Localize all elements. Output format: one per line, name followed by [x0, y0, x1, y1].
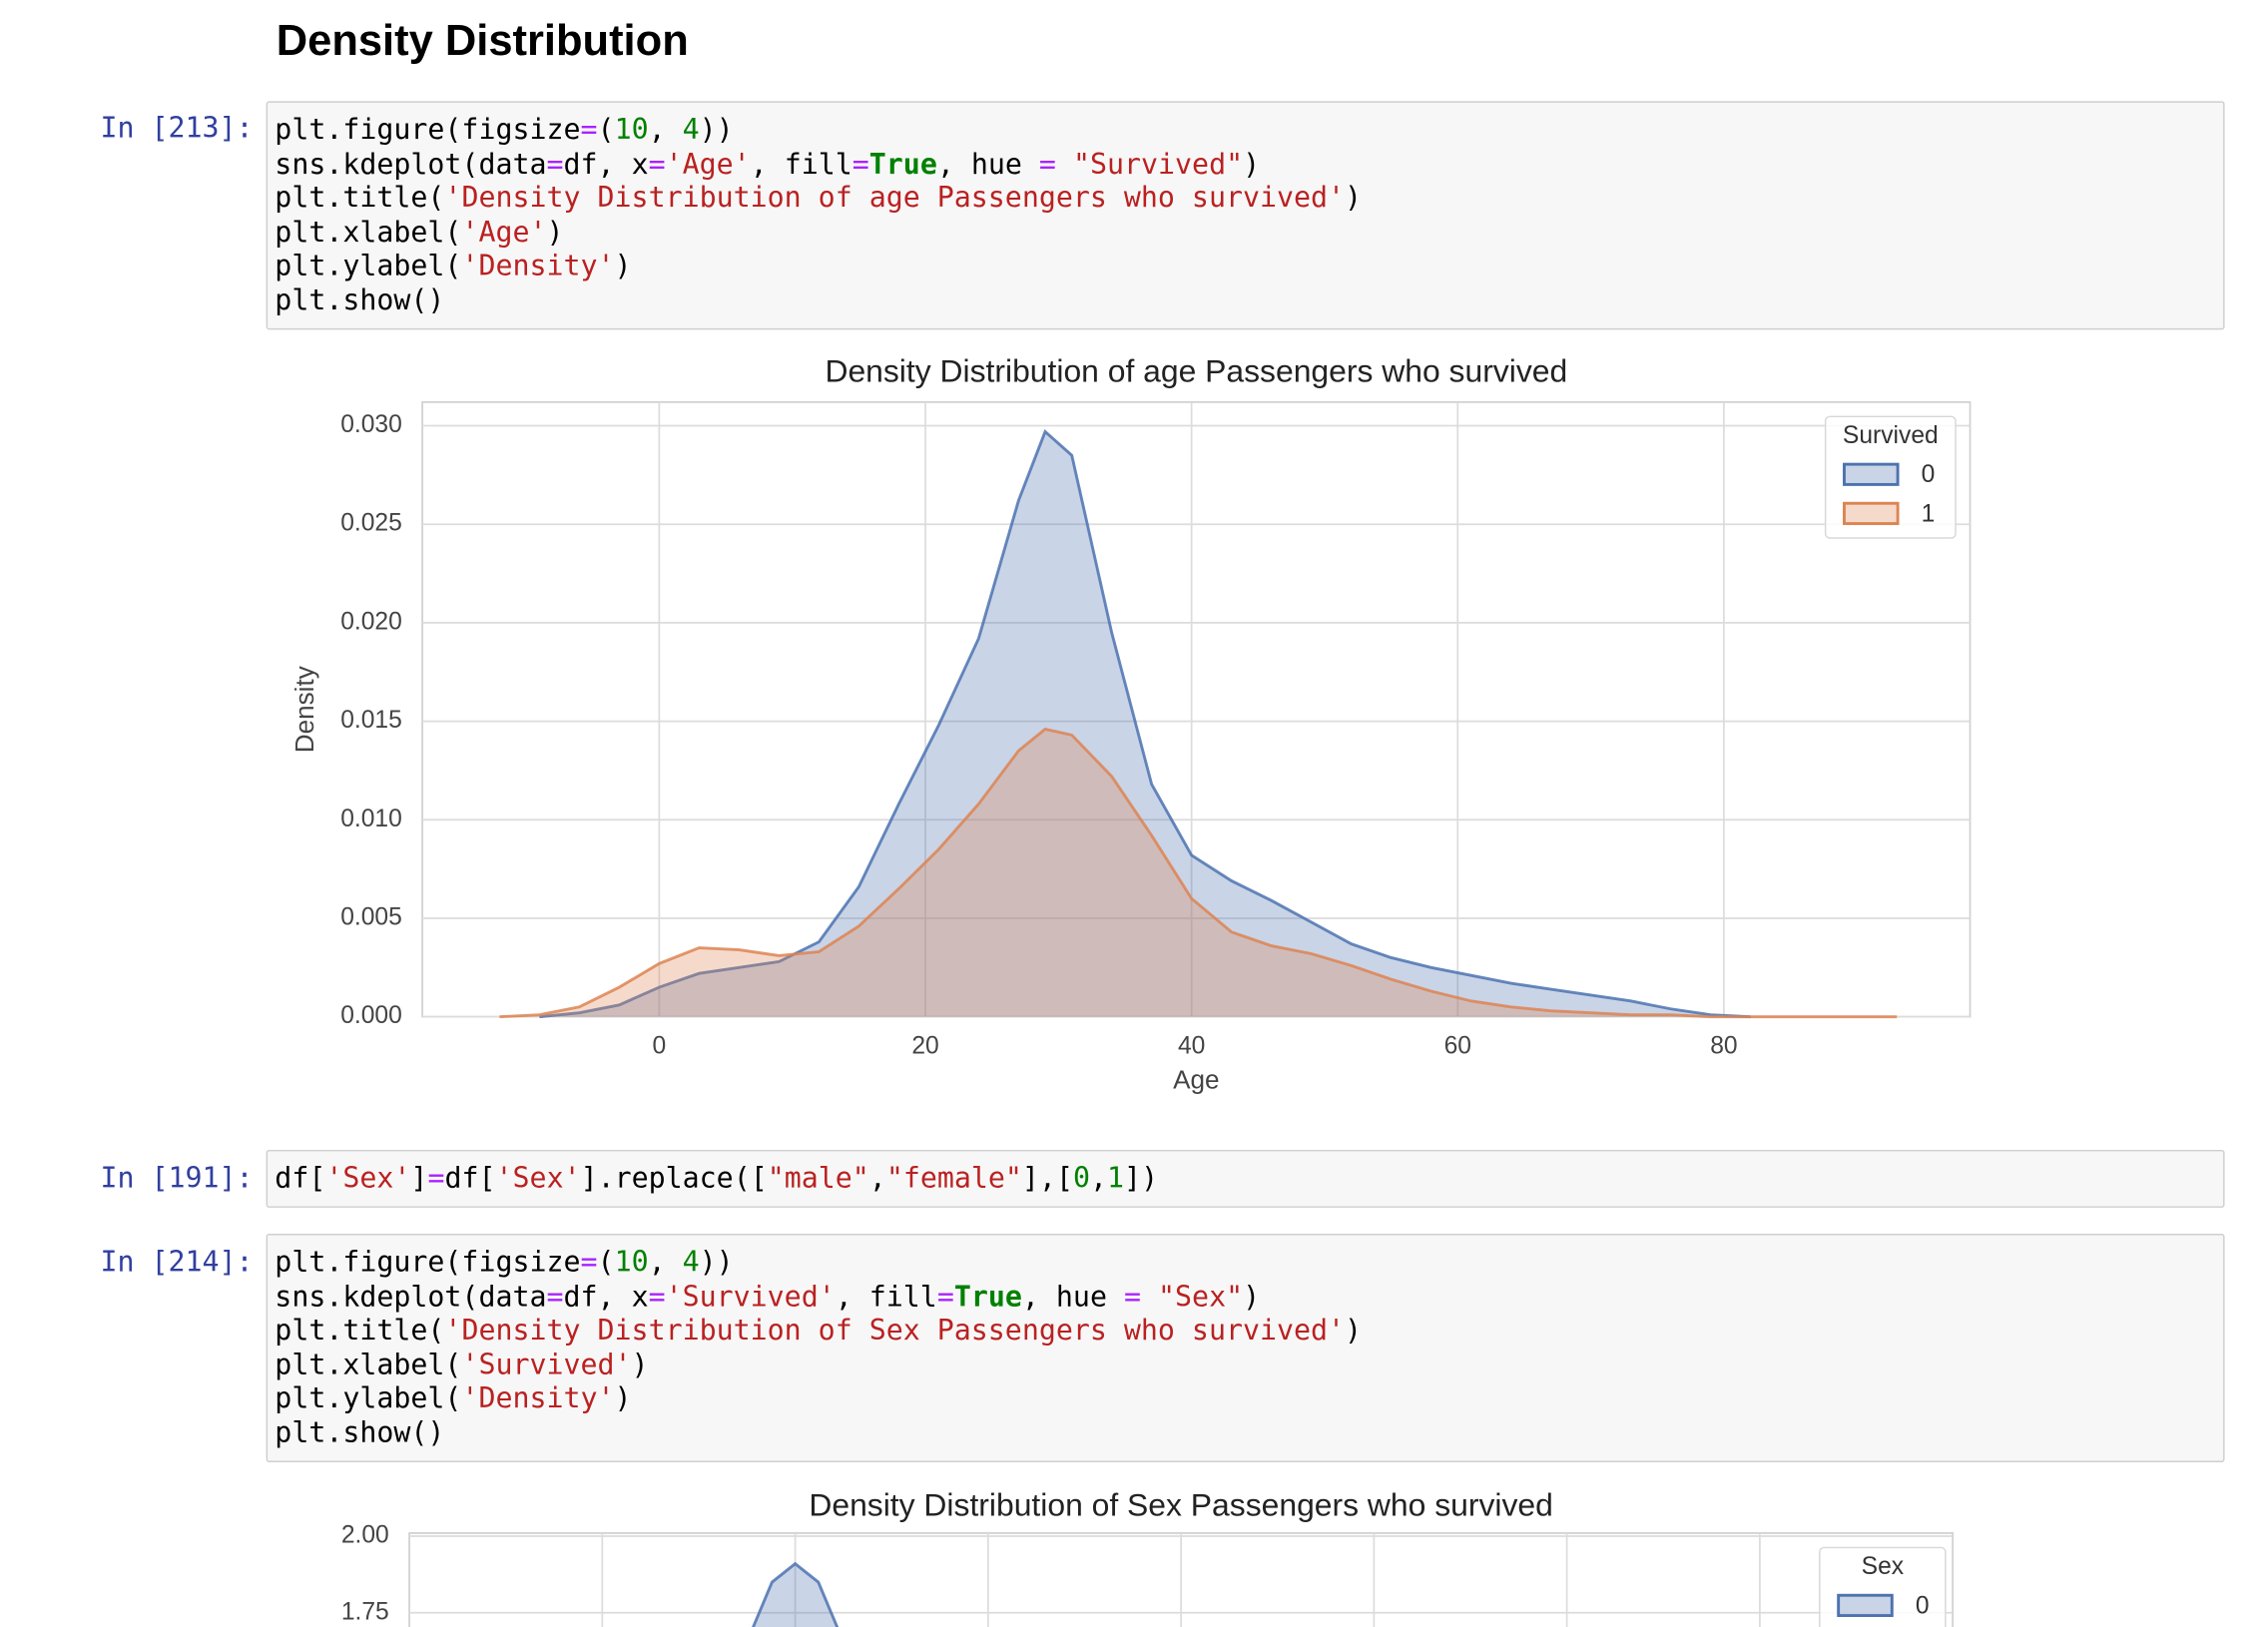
x-tick-label: 0	[653, 1033, 667, 1060]
y-tick-label: 1.75	[341, 1598, 389, 1625]
legend-title: Survived	[1843, 422, 1939, 449]
density-fill	[539, 431, 1751, 1017]
legend-swatch	[1837, 1593, 1894, 1617]
code-line: plt.figure(figsize=(10, 4))	[275, 113, 734, 147]
density-line	[499, 727, 1898, 1019]
code-line: sns.kdeplot(data=df, x='Survived', fill=…	[275, 1279, 1261, 1313]
density-line	[539, 428, 1751, 1019]
code-line: plt.show()	[275, 1414, 445, 1449]
section-heading: Density Distribution	[276, 17, 689, 66]
plot-area	[421, 400, 1972, 1018]
chart: 0.000 0.005 0.010 0.015 0.020 0.025 0.030 0 20 40…	[340, 400, 1972, 1060]
x-tick-label: 60	[1444, 1033, 1471, 1060]
code-cell[interactable]: df['Sex']=df['Sex'].replace(["male","fem…	[266, 1149, 2225, 1208]
y-tick-label: 0.010	[340, 806, 402, 832]
legend-label: 1	[1922, 500, 1936, 527]
code-line: plt.figure(figsize=(10, 4))	[275, 1245, 734, 1279]
density-fill	[499, 729, 1898, 1017]
code-line: plt.show()	[275, 282, 445, 316]
y-tick-label: 0.015	[340, 707, 402, 734]
code-line: plt.ylabel('Density')	[275, 249, 632, 282]
legend-title: Sex	[1862, 1553, 1905, 1580]
code-line: plt.title('Density Distribution of Sex P…	[275, 1313, 1363, 1348]
code-cell[interactable]: plt.figure(figsize=(10, 4)) sns.kdeplot(d…	[266, 1233, 2225, 1462]
legend-swatch	[1843, 501, 1900, 525]
y-tick-label: 2.00	[341, 1522, 389, 1549]
cell-prompt: In [213]:	[100, 111, 254, 145]
code-line: plt.xlabel('Survived')	[275, 1347, 649, 1381]
code-line: df['Sex']=df['Sex'].replace(["male","fem…	[275, 1161, 1159, 1195]
y-tick-label: 0.030	[340, 411, 402, 438]
code-line: sns.kdeplot(data=df, x='Age', fill=True,…	[275, 147, 1261, 181]
y-tick-label: 0.005	[340, 903, 402, 930]
x-tick-label: 80	[1710, 1033, 1737, 1060]
legend-label: 0	[1922, 461, 1936, 488]
legend-label: 0	[1916, 1592, 1930, 1619]
legend-box	[1824, 415, 1957, 539]
density-line	[751, 1561, 840, 1627]
legend-swatch	[1843, 462, 1900, 486]
y-tick-label: 0.020	[340, 608, 402, 635]
chart-title: Density Distribution of age Passengers w…	[825, 352, 1567, 388]
cell-prompt: In [191]:	[100, 1161, 254, 1195]
code-line: plt.ylabel('Density')	[275, 1380, 632, 1415]
chart: 2.00 1.75	[341, 1522, 1955, 1627]
y-tick-label: 0.025	[340, 510, 402, 537]
x-axis-label: Age	[1173, 1065, 1219, 1095]
legend-box	[1819, 1546, 1947, 1627]
x-tick-label: 40	[1178, 1033, 1205, 1060]
code-cell[interactable]: plt.figure(figsize=(10, 4)) sns.kdeplot(d…	[266, 101, 2225, 330]
cell-prompt: In [214]:	[100, 1245, 254, 1279]
code-line: plt.title('Density Distribution of age P…	[275, 181, 1363, 215]
density-fill	[753, 1563, 838, 1627]
y-axis-label: Density	[289, 666, 319, 753]
y-tick-label: 0.000	[340, 1002, 402, 1029]
x-tick-label: 20	[911, 1033, 938, 1060]
chart-title: Density Distribution of Sex Passengers w…	[809, 1486, 1552, 1522]
code-line: plt.xlabel('Age')	[275, 215, 564, 249]
